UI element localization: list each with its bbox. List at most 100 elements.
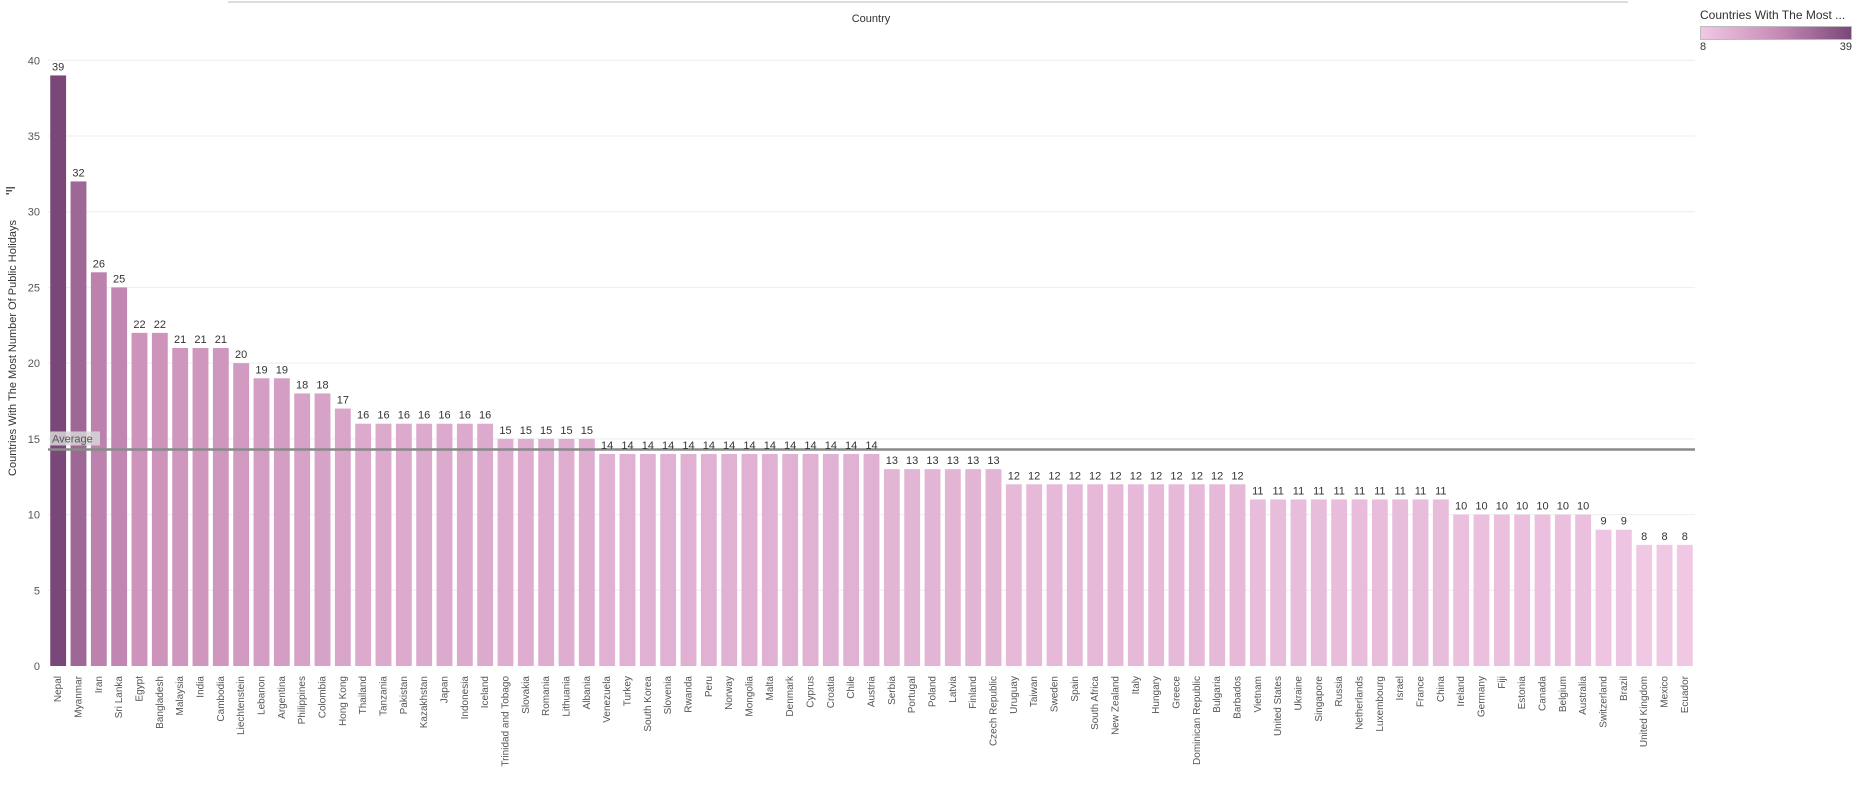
bar[interactable]	[1453, 514, 1470, 666]
bar[interactable]	[863, 454, 880, 666]
bar[interactable]	[782, 454, 799, 666]
bar[interactable]	[456, 423, 473, 666]
data-label: 12	[1069, 470, 1081, 482]
bar[interactable]	[538, 438, 555, 666]
bar[interactable]	[111, 287, 128, 666]
bar[interactable]	[822, 454, 839, 666]
bar[interactable]	[273, 378, 290, 666]
bar[interactable]	[761, 454, 778, 666]
bar[interactable]	[294, 393, 311, 666]
bar[interactable]	[375, 423, 392, 666]
bar[interactable]	[1087, 484, 1104, 666]
bar[interactable]	[1331, 499, 1348, 666]
bar[interactable]	[1514, 514, 1531, 666]
bar[interactable]	[1229, 484, 1246, 666]
bar[interactable]	[741, 454, 758, 666]
bar[interactable]	[1432, 499, 1449, 666]
bar[interactable]	[1656, 544, 1673, 666]
bar[interactable]	[1351, 499, 1368, 666]
bar[interactable]	[1290, 499, 1307, 666]
bar[interactable]	[497, 438, 514, 666]
bar[interactable]	[1188, 484, 1205, 666]
bar[interactable]	[985, 469, 1002, 666]
sort-icon[interactable]	[6, 187, 15, 195]
bar[interactable]	[1005, 484, 1022, 666]
y-tick-label: 30	[28, 207, 40, 219]
bar[interactable]	[1473, 514, 1490, 666]
data-label: 12	[1231, 470, 1243, 482]
bar[interactable]	[1676, 544, 1693, 666]
bar[interactable]	[192, 348, 209, 666]
bar[interactable]	[904, 469, 921, 666]
bar[interactable]	[233, 363, 250, 666]
bars	[50, 75, 1693, 666]
bar[interactable]	[314, 393, 331, 666]
y-axis-title: Countries With The Most Number Of Public…	[7, 220, 19, 476]
bar[interactable]	[436, 423, 453, 666]
data-label: 14	[743, 440, 755, 452]
x-tick-label: Australia	[1578, 676, 1589, 715]
bar[interactable]	[1270, 499, 1287, 666]
bar[interactable]	[131, 332, 148, 666]
x-tick-label: Romania	[541, 676, 552, 716]
bar[interactable]	[1554, 514, 1571, 666]
bar[interactable]	[395, 423, 412, 666]
bar[interactable]	[680, 454, 697, 666]
bar[interactable]	[1371, 499, 1388, 666]
bar[interactable]	[477, 423, 494, 666]
bar[interactable]	[517, 438, 534, 666]
bar[interactable]	[599, 454, 616, 666]
data-label: 10	[1475, 501, 1487, 513]
bar[interactable]	[1168, 484, 1185, 666]
bar[interactable]	[721, 454, 738, 666]
bar[interactable]	[965, 469, 982, 666]
bar[interactable]	[578, 438, 595, 666]
bar[interactable]	[843, 454, 860, 666]
bar[interactable]	[1534, 514, 1551, 666]
bar[interactable]	[50, 75, 67, 666]
bar[interactable]	[619, 454, 636, 666]
bar[interactable]	[70, 181, 87, 666]
bar[interactable]	[212, 348, 229, 666]
bar[interactable]	[1615, 529, 1632, 666]
bar[interactable]	[1249, 499, 1266, 666]
x-tick-label: Israel	[1395, 676, 1406, 700]
bar[interactable]	[1412, 499, 1429, 666]
bar[interactable]	[924, 469, 941, 666]
bar[interactable]	[90, 272, 107, 666]
bar[interactable]	[1148, 484, 1165, 666]
data-label: 32	[72, 167, 84, 179]
bar[interactable]	[1310, 499, 1327, 666]
bar[interactable]	[660, 454, 677, 666]
bar[interactable]	[1127, 484, 1144, 666]
y-tick-label: 40	[28, 55, 40, 67]
bar[interactable]	[1066, 484, 1083, 666]
bar[interactable]	[1046, 484, 1063, 666]
bar[interactable]	[151, 332, 168, 666]
data-label: 8	[1661, 531, 1667, 543]
average-label-box	[50, 431, 100, 446]
bar[interactable]	[1107, 484, 1124, 666]
bar[interactable]	[558, 438, 575, 666]
bar[interactable]	[1636, 544, 1653, 666]
bar[interactable]	[1595, 529, 1612, 666]
data-label: 13	[926, 455, 938, 467]
bar[interactable]	[416, 423, 433, 666]
bar[interactable]	[334, 408, 351, 666]
bar[interactable]	[944, 469, 961, 666]
bar[interactable]	[883, 469, 900, 666]
bar[interactable]	[1493, 514, 1510, 666]
data-label: 10	[1577, 501, 1589, 513]
bar[interactable]	[1209, 484, 1226, 666]
bar[interactable]	[253, 378, 270, 666]
bar[interactable]	[639, 454, 656, 666]
bar[interactable]	[700, 454, 717, 666]
bar[interactable]	[1392, 499, 1409, 666]
x-tick-label: South Africa	[1090, 676, 1101, 730]
bar[interactable]	[1575, 514, 1592, 666]
bar[interactable]	[1026, 484, 1043, 666]
bar[interactable]	[802, 454, 819, 666]
bar[interactable]	[355, 423, 372, 666]
bar[interactable]	[172, 348, 189, 666]
data-label: 10	[1536, 501, 1548, 513]
